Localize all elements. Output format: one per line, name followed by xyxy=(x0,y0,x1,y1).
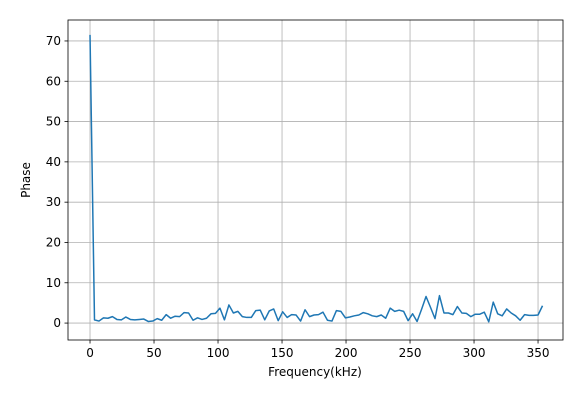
x-tick-label: 100 xyxy=(207,346,230,360)
y-tick-label: 20 xyxy=(46,235,61,249)
x-axis-label: Frequency(kHz) xyxy=(268,365,362,379)
x-tick-label: 200 xyxy=(335,346,358,360)
y-axis-label: Phase xyxy=(19,162,33,198)
y-tick-label: 40 xyxy=(46,155,61,169)
y-tick-label: 30 xyxy=(46,195,61,209)
y-tick-label: 60 xyxy=(46,74,61,88)
y-tick-label: 50 xyxy=(46,115,61,129)
x-tick-label: 350 xyxy=(527,346,550,360)
y-tick-label: 0 xyxy=(53,316,61,330)
x-tick-label: 0 xyxy=(86,346,94,360)
y-tick-label: 70 xyxy=(46,34,61,48)
y-tick-label: 10 xyxy=(46,276,61,290)
plot-frame xyxy=(67,19,564,341)
x-tick-label: 50 xyxy=(146,346,161,360)
x-tick-label: 300 xyxy=(463,346,486,360)
x-tick-label: 250 xyxy=(399,346,422,360)
x-tick-label: 150 xyxy=(271,346,294,360)
data-line xyxy=(89,34,544,323)
